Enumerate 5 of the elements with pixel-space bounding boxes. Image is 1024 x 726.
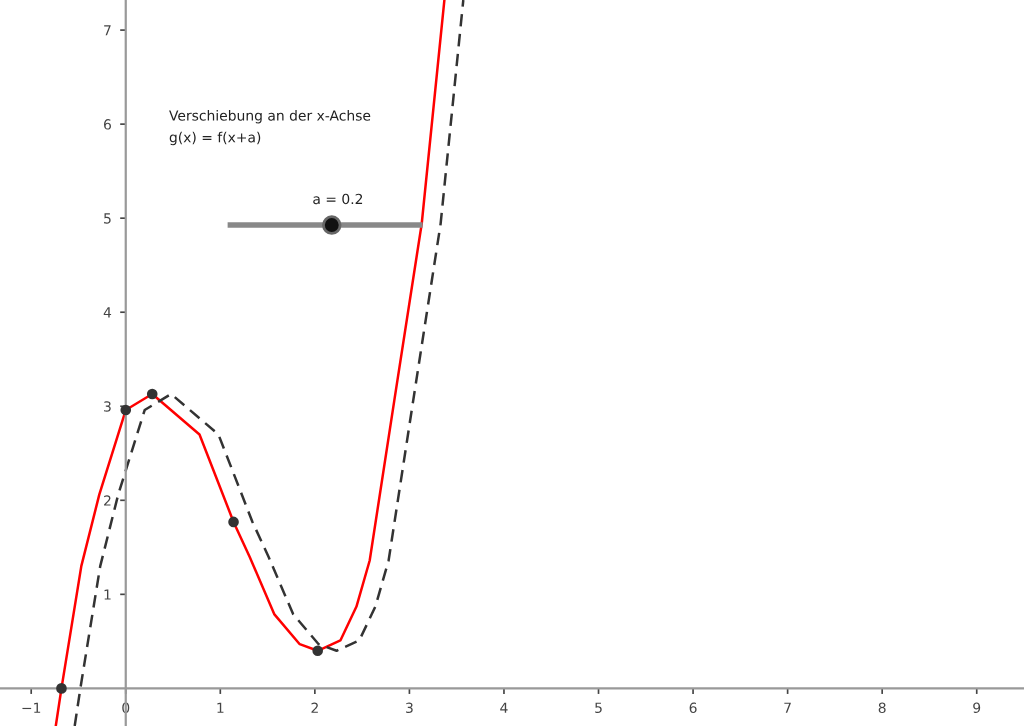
point xyxy=(120,404,132,416)
point xyxy=(56,683,67,694)
point xyxy=(312,645,324,657)
point xyxy=(228,516,239,528)
point xyxy=(146,388,158,400)
